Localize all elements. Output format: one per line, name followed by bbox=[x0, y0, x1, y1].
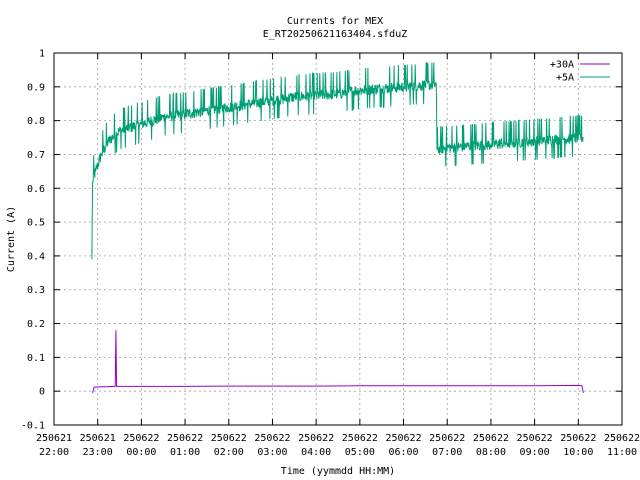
plot-frame bbox=[53, 52, 623, 426]
x-tick-date-label: 250622 bbox=[342, 433, 378, 444]
chart-title: Currents for MEX bbox=[287, 16, 383, 27]
y-tick-label: 0.6 bbox=[27, 184, 45, 195]
x-tick-date-label: 250622 bbox=[429, 433, 465, 444]
x-tick-date-label: 250622 bbox=[254, 433, 290, 444]
x-tick-date-label: 250621 bbox=[36, 433, 72, 444]
y-tick-label: 1 bbox=[39, 49, 45, 60]
x-tick-date-label: 250621 bbox=[80, 433, 116, 444]
legend-label-5a: +5A bbox=[556, 73, 574, 84]
x-tick-date-label: 250622 bbox=[298, 433, 334, 444]
x-tick-time-label: 01:00 bbox=[170, 447, 200, 458]
y-tick-label: -0.1 bbox=[21, 421, 45, 432]
x-tick-time-label: 08:00 bbox=[476, 447, 506, 458]
y-tick-label: 0.5 bbox=[27, 218, 45, 229]
legend: +30A +5A bbox=[550, 60, 610, 84]
y-tick-label: 0 bbox=[39, 387, 45, 398]
x-tick-time-label: 00:00 bbox=[126, 447, 156, 458]
y-tick-label: 0.7 bbox=[27, 150, 45, 161]
y-tick-label: 0.9 bbox=[27, 82, 45, 93]
x-axis-label: Time (yymmdd HH:MM) bbox=[281, 466, 395, 477]
x-tick-time-label: 07:00 bbox=[432, 447, 462, 458]
x-tick-time-label: 05:00 bbox=[345, 447, 375, 458]
y-tick-label: 0.1 bbox=[27, 353, 45, 364]
x-tick-time-label: 23:00 bbox=[83, 447, 113, 458]
x-tick-date-label: 250622 bbox=[473, 433, 509, 444]
chart-subtitle: E_RT20250621163404.sfduZ bbox=[263, 29, 408, 40]
x-tick-date-label: 250622 bbox=[604, 433, 640, 444]
y-tick-label: 0.4 bbox=[27, 251, 45, 262]
x-tick-time-label: 22:00 bbox=[39, 447, 69, 458]
legend-label-30a: +30A bbox=[550, 60, 574, 71]
series-layer bbox=[91, 62, 584, 394]
series-line-30a bbox=[92, 330, 584, 394]
y-tick-label: 0.2 bbox=[27, 319, 45, 330]
x-tick-time-label: 03:00 bbox=[257, 447, 287, 458]
y-tick-label: 0.3 bbox=[27, 285, 45, 296]
axis-ticks: -0.1 0 0.1 0.2 0.3 0.4 0.5 0.6 0.7 0.8 0.9 1 250621 2… bbox=[21, 49, 640, 459]
x-tick-time-label: 06:00 bbox=[388, 447, 418, 458]
x-tick-date-label: 250622 bbox=[560, 433, 596, 444]
y-tick-label: 0.8 bbox=[27, 116, 45, 127]
x-tick-date-label: 250622 bbox=[517, 433, 553, 444]
x-tick-date-label: 250622 bbox=[123, 433, 159, 444]
series-line-5a bbox=[91, 62, 584, 260]
x-tick-date-label: 250622 bbox=[385, 433, 421, 444]
x-tick-date-label: 250622 bbox=[211, 433, 247, 444]
x-tick-time-label: 02:00 bbox=[214, 447, 244, 458]
y-axis-label: Current (A) bbox=[6, 206, 17, 272]
x-tick-time-label: 11:00 bbox=[607, 447, 637, 458]
grid-lines bbox=[54, 53, 622, 425]
x-tick-time-label: 04:00 bbox=[301, 447, 331, 458]
x-tick-time-label: 09:00 bbox=[520, 447, 550, 458]
x-tick-date-label: 250622 bbox=[167, 433, 203, 444]
x-tick-time-label: 10:00 bbox=[563, 447, 593, 458]
